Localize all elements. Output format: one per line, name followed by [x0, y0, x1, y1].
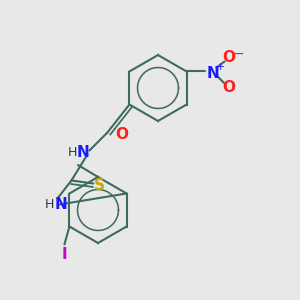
Text: O: O [115, 127, 128, 142]
Text: N: N [206, 66, 219, 81]
Text: H: H [45, 198, 54, 211]
Text: I: I [61, 247, 67, 262]
Text: N: N [55, 197, 68, 212]
Text: N: N [77, 145, 90, 160]
Text: O: O [222, 50, 235, 65]
Text: H: H [68, 146, 77, 159]
Text: S: S [94, 178, 105, 193]
Text: O: O [222, 80, 235, 95]
Text: −: − [233, 46, 244, 61]
Text: +: + [216, 62, 225, 73]
